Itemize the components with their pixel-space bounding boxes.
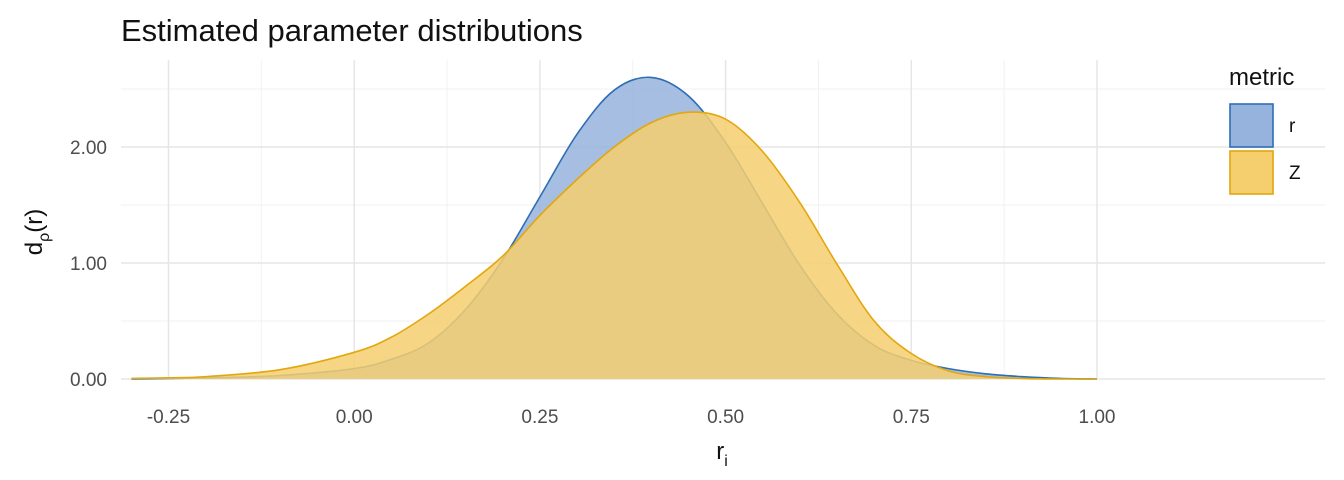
y-tick-label: 1.00 <box>70 254 107 275</box>
density-line-Z <box>131 111 1097 380</box>
legend-label-r: r <box>1289 116 1296 137</box>
y-axis-ticks: 0.00 1.00 2.00 <box>70 138 107 391</box>
y-tick-label: 0.00 <box>70 370 107 391</box>
y-axis-label-subscript: ρ <box>36 233 53 242</box>
y-axis-label-main: d <box>21 242 48 255</box>
y-axis-label: dρ(r) <box>21 209 53 255</box>
x-tick-label: 0.50 <box>707 407 744 428</box>
y-tick-label: 2.00 <box>70 138 107 159</box>
density-area-Z <box>131 112 1097 379</box>
legend-title: metric <box>1229 64 1294 91</box>
chart-title: Estimated parameter distributions <box>121 13 583 48</box>
legend: metric r Z <box>1229 64 1301 195</box>
legend-swatch-Z <box>1229 150 1274 195</box>
x-tick-label: 0.25 <box>521 407 558 428</box>
x-tick-label: 0.75 <box>893 407 930 428</box>
x-axis-label-main: r <box>716 438 724 465</box>
y-axis-label-suffix: (r) <box>21 209 48 233</box>
x-axis-ticks: -0.25 0.00 0.25 0.50 0.75 1.00 <box>147 407 1116 428</box>
x-tick-label: 0.00 <box>336 407 373 428</box>
legend-swatch-r <box>1229 103 1274 148</box>
x-axis-label: ri <box>716 438 728 470</box>
x-tick-label: -0.25 <box>147 407 190 428</box>
x-tick-label: 1.00 <box>1079 407 1116 428</box>
x-axis-label-subscript: i <box>724 453 728 470</box>
density-areas <box>131 76 1098 380</box>
legend-label-Z: Z <box>1289 163 1301 184</box>
